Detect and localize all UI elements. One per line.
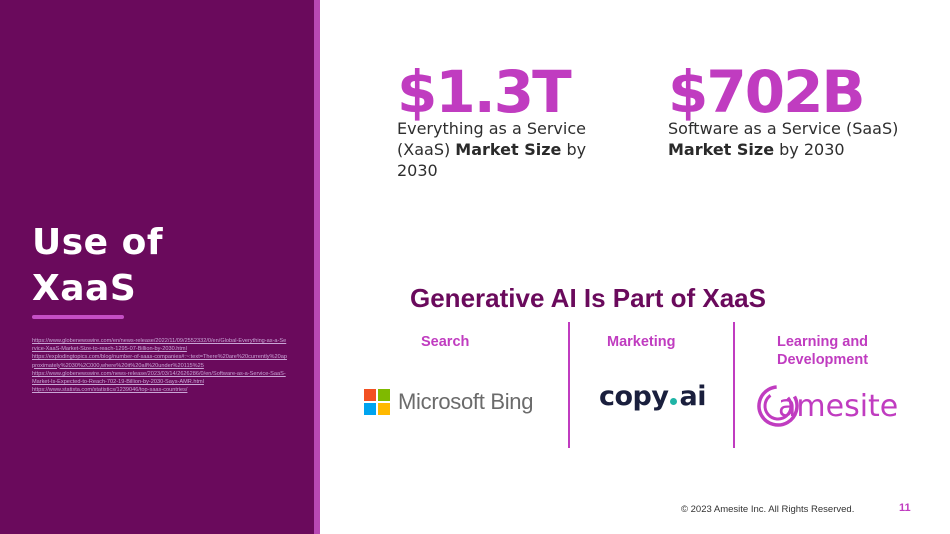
sidebar-title: Use of XaaS (32, 220, 163, 312)
ai-heading: Generative AI Is Part of XaaS (410, 283, 766, 313)
amesite-logo-icon: amesite (757, 385, 898, 427)
stat-xaas: $1.3T Everything as a Service (XaaS) Mar… (397, 62, 617, 181)
stat-desc-pre: Everything as a Service (XaaS) (397, 119, 586, 159)
stat-desc-post: by 2030 (774, 140, 845, 159)
microsoft-bing-logo: Microsoft Bing (364, 389, 533, 415)
stat-desc-bold: Market Size (455, 140, 562, 159)
copy-ai-text-a: copy (599, 381, 669, 412)
accent-bar (314, 0, 320, 534)
amesite-logo-text: amesite (778, 389, 898, 424)
copy-ai-logo: copy ai (599, 381, 706, 412)
amesite-logo: amesite (756, 384, 914, 428)
source-link[interactable]: https://www.globenewswire.com/news-relea… (32, 370, 286, 386)
footer-copyright: © 2023 Amesite Inc. All Rights Reserved. (681, 504, 855, 515)
column-label-marketing: Marketing (607, 334, 676, 350)
stat-desc-bold: Market Size (668, 140, 775, 159)
stat-value: $702B (668, 58, 866, 126)
source-link[interactable]: https://www.statista.com/statistics/1239… (32, 387, 188, 394)
stat-saas: $702B Software as a Service (SaaS) Marke… (668, 62, 908, 160)
column-label-search: Search (421, 334, 470, 350)
sidebar-title-line2: XaaS (32, 268, 137, 309)
column-label-learning: Learning and Development (777, 334, 869, 368)
source-link[interactable]: https://explodingtopics.com/blog/number-… (32, 354, 287, 369)
stat-value: $1.3T (397, 58, 572, 126)
stat-description: Software as a Service (SaaS) Market Size… (668, 118, 908, 160)
bing-logo-text: Microsoft Bing (398, 389, 534, 414)
microsoft-logo-icon (364, 389, 390, 415)
title-underline (32, 315, 124, 319)
stat-description: Everything as a Service (XaaS) Market Si… (397, 118, 617, 181)
copy-ai-dot-icon (670, 398, 678, 405)
column-divider (733, 322, 735, 448)
stat-desc-post: by 2030 (397, 140, 587, 180)
copy-ai-text-b: ai (679, 381, 706, 412)
stat-desc-pre: Software as a Service (SaaS) (668, 119, 899, 138)
sources-list: https://www.globenewswire.com/en/news-re… (32, 337, 287, 394)
page-number: 11 (899, 502, 911, 514)
column-divider (568, 322, 570, 448)
left-panel (0, 0, 314, 534)
sidebar-title-line1: Use of (32, 222, 164, 263)
source-link[interactable]: https://www.globenewswire.com/en/news-re… (32, 338, 287, 353)
